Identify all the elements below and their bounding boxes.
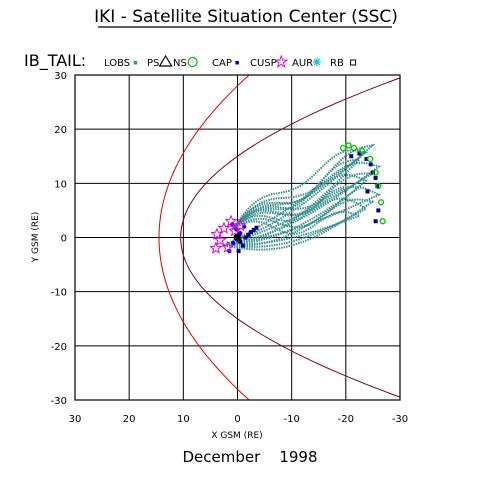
neutral-sheet-marker (345, 142, 352, 149)
legend-marker (133, 61, 138, 65)
plasma-sheet-marker (238, 239, 243, 244)
plasma-sheet-marker (349, 154, 354, 159)
x-tick-label: 20 (123, 414, 136, 425)
earth-marker (233, 233, 242, 242)
y-tick-label: 20 (54, 125, 67, 136)
cusp-marker (221, 240, 235, 253)
x-tick-label: -20 (338, 414, 354, 425)
plasma-sheet-marker (368, 162, 373, 167)
plasma-sheet-marker (364, 156, 369, 161)
x-tick-label: 0 (234, 414, 240, 425)
legend-label: CUSP (250, 58, 277, 69)
date-label: December 1998 (182, 448, 317, 466)
plasma-sheet-marker (365, 189, 370, 194)
chart-title: IKI - Satellite Situation Center (SSC) (94, 7, 398, 27)
bow-shock (158, 75, 250, 400)
neutral-sheet-marker (367, 155, 374, 163)
orbit-track (223, 197, 368, 248)
plasma-sheet-marker (246, 232, 251, 237)
orbit-track (223, 198, 374, 251)
orbit-track (223, 185, 382, 247)
cusp-marker (217, 221, 231, 234)
region-markers (209, 142, 386, 254)
cusp-marker (209, 241, 223, 254)
legend-label: CAP (212, 58, 232, 69)
y-tick-label: 0 (61, 234, 67, 245)
y-tick-label: -10 (51, 288, 67, 299)
legend-label: LOBS (104, 58, 130, 69)
cusp-marker (213, 233, 227, 246)
x-axis-ticks: 30 20 10 0 -10 -20 -30 (69, 414, 409, 425)
y-tick-label: 30 (54, 71, 67, 82)
cusp-marker (224, 214, 238, 227)
legend-marker (313, 58, 321, 66)
plasma-sheet-marker (243, 235, 248, 240)
legend: LOBS PS NS CAP CUSP AUR RB (104, 54, 357, 69)
orbit-track (223, 173, 368, 247)
neutral-sheet-marker (372, 169, 379, 176)
x-tick-label: -10 (283, 414, 299, 425)
y-axis-ticks: -30 -20 -10 0 10 20 30 (51, 71, 67, 407)
cusp-marker (233, 218, 247, 232)
legend-label: RB (330, 58, 344, 69)
neutral-sheet-marker (350, 144, 358, 152)
orbit-track (223, 210, 363, 247)
y-tick-label: -30 (51, 396, 67, 407)
neutral-sheet-marker (379, 218, 386, 225)
x-tick-label: 30 (69, 414, 82, 425)
orbit-track (223, 158, 363, 247)
plasma-sheet-marker (373, 219, 378, 224)
legend-marker (187, 56, 198, 68)
plot-frame (74, 74, 401, 401)
legend-marker (158, 54, 173, 67)
neutral-sheet-marker (339, 144, 347, 152)
legend-marker (350, 59, 357, 66)
plasma-sheet-marker (357, 151, 362, 156)
legend-label: NS (173, 58, 187, 69)
plasma-sheet-marker (254, 225, 259, 230)
plasma-sheet-marker (373, 175, 378, 180)
neutral-sheet-marker (377, 199, 385, 206)
plasma-sheet-marker (236, 249, 241, 254)
orbit-track (223, 185, 363, 247)
boundaries (158, 75, 400, 400)
magnetopause (180, 77, 400, 398)
x-axis-label: X GSM (RE) (211, 431, 262, 441)
plasma-sheet-marker (240, 243, 245, 248)
chart-subtitle: IB_TAIL: (24, 51, 86, 71)
legend-label: AUR (292, 58, 313, 69)
x-tick-label: 10 (177, 414, 190, 425)
orbit-track (223, 143, 376, 247)
legend-marker (274, 54, 289, 69)
y-tick-label: -20 (51, 342, 67, 353)
legend-label: PS (147, 58, 159, 69)
plasma-sheet-marker (251, 227, 256, 232)
neutral-sheet-marker (375, 182, 382, 190)
y-axis-label: Y GSM (RE) (31, 212, 41, 264)
plasma-sheet-marker (376, 208, 381, 213)
y-tick-label: 10 (54, 179, 67, 190)
cap-marker (230, 240, 236, 246)
orbit-track (223, 161, 382, 247)
neutral-sheet-marker (358, 147, 366, 154)
plasma-sheet-marker (375, 184, 380, 189)
x-tick-label: -30 (392, 414, 408, 425)
plasma-sheet-marker (249, 230, 254, 235)
legend-marker (235, 61, 239, 65)
